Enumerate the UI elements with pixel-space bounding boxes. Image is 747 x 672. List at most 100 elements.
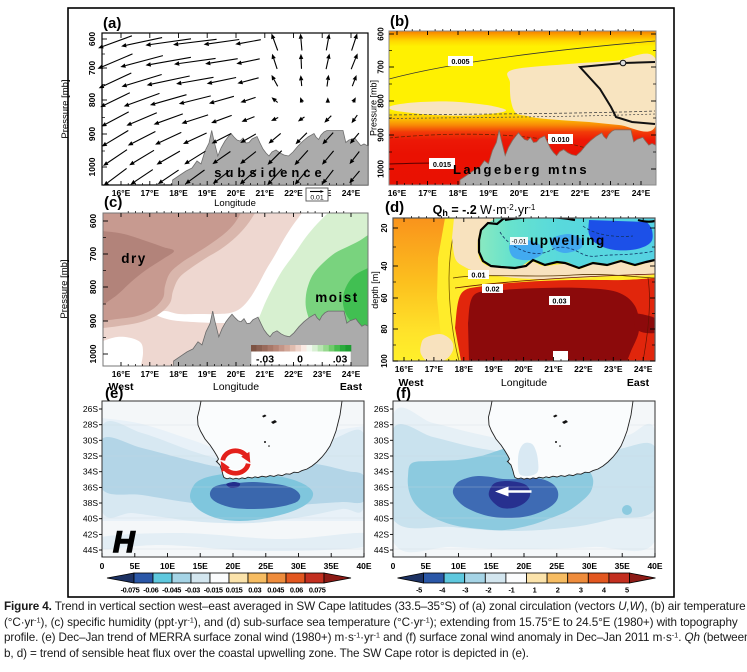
svg-text:22°E: 22°E — [571, 188, 590, 198]
svg-text:18°E: 18°E — [169, 369, 188, 379]
svg-text:25E: 25E — [549, 561, 564, 571]
svg-text:17°E: 17°E — [425, 364, 444, 374]
svg-text:16°E: 16°E — [388, 188, 407, 198]
svg-text:20E: 20E — [516, 561, 531, 571]
svg-text:0.06: 0.06 — [290, 586, 303, 595]
svg-text:0.02: 0.02 — [485, 285, 499, 294]
svg-text:18°E: 18°E — [169, 188, 188, 198]
svg-text:22°E: 22°E — [574, 364, 593, 374]
svg-text:-1: -1 — [508, 586, 514, 595]
svg-text:0.01: 0.01 — [310, 195, 323, 202]
svg-text:30E: 30E — [582, 561, 597, 571]
svg-text:42S: 42S — [83, 529, 98, 539]
svg-text:44S: 44S — [374, 545, 389, 555]
svg-text:H: H — [113, 526, 136, 559]
svg-text:1000: 1000 — [377, 160, 386, 178]
svg-text:East: East — [340, 381, 363, 393]
svg-text:900: 900 — [87, 127, 97, 141]
svg-text:700: 700 — [87, 61, 97, 75]
svg-text:Qh = -.2 W·m-2·yr-1: Qh = -.2 W·m-2·yr-1 — [433, 203, 536, 218]
svg-text:10E: 10E — [451, 561, 466, 571]
svg-text:-0.045: -0.045 — [162, 586, 181, 595]
svg-text:32S: 32S — [83, 451, 98, 461]
svg-text:.03: .03 — [333, 354, 348, 366]
svg-text:West: West — [399, 377, 424, 389]
svg-text:0.015: 0.015 — [433, 160, 451, 169]
svg-text:depth [m]: depth [m] — [370, 271, 380, 309]
svg-text:(b): (b) — [390, 13, 409, 30]
svg-text:4: 4 — [602, 586, 607, 595]
svg-text:Pressure [mb]: Pressure [mb] — [59, 259, 70, 318]
svg-text:21°E: 21°E — [256, 188, 275, 198]
svg-text:21°E: 21°E — [256, 369, 275, 379]
svg-text:1: 1 — [533, 586, 537, 595]
svg-text:800: 800 — [88, 280, 98, 294]
svg-text:35E: 35E — [615, 561, 630, 571]
svg-text:40S: 40S — [83, 514, 98, 524]
svg-text:15E: 15E — [484, 561, 499, 571]
svg-text:23°E: 23°E — [601, 188, 620, 198]
svg-text:-0.01: -0.01 — [512, 239, 527, 246]
svg-text:17°E: 17°E — [141, 188, 160, 198]
svg-text:subsidence: subsidence — [214, 165, 326, 180]
svg-text:(c): (c) — [104, 194, 122, 211]
svg-text:5E: 5E — [130, 561, 141, 571]
svg-text:0.03: 0.03 — [248, 586, 261, 595]
svg-text:0.01: 0.01 — [471, 271, 485, 280]
svg-text:upwelling: upwelling — [530, 233, 606, 248]
svg-text:2: 2 — [556, 586, 560, 595]
svg-text:19°E: 19°E — [484, 364, 503, 374]
svg-text:38S: 38S — [374, 498, 389, 508]
svg-text:23°E: 23°E — [313, 369, 332, 379]
svg-text:-0.06: -0.06 — [143, 586, 158, 595]
svg-text:17°E: 17°E — [141, 369, 160, 379]
svg-text:Langeberg mtns: Langeberg mtns — [453, 162, 589, 177]
svg-text:19°E: 19°E — [198, 369, 217, 379]
svg-text:21°E: 21°E — [540, 188, 559, 198]
svg-text:38S: 38S — [83, 498, 98, 508]
svg-text:(e): (e) — [105, 385, 123, 402]
svg-text:20°E: 20°E — [227, 369, 246, 379]
svg-text:40E: 40E — [647, 561, 662, 571]
svg-text:21°E: 21°E — [544, 364, 563, 374]
svg-text:600: 600 — [87, 32, 97, 46]
svg-text:moist: moist — [315, 290, 359, 305]
svg-text:30S: 30S — [374, 435, 389, 445]
svg-text:20°E: 20°E — [227, 188, 246, 198]
svg-text:60: 60 — [380, 293, 389, 302]
svg-text:(f): (f) — [396, 385, 411, 402]
svg-text:-.03: -.03 — [256, 354, 274, 366]
svg-text:32S: 32S — [374, 451, 389, 461]
svg-text:19°E: 19°E — [479, 188, 498, 198]
svg-text:36S: 36S — [374, 482, 389, 492]
svg-text:40: 40 — [380, 261, 389, 270]
svg-text:-5: -5 — [416, 586, 422, 595]
svg-text:23°E: 23°E — [604, 364, 623, 374]
svg-text:900: 900 — [377, 128, 386, 142]
svg-text:35E: 35E — [324, 561, 339, 571]
svg-text:18°E: 18°E — [449, 188, 468, 198]
svg-text:-3: -3 — [462, 586, 468, 595]
svg-text:-0.03: -0.03 — [185, 586, 200, 595]
svg-text:20°E: 20°E — [514, 364, 533, 374]
svg-text:600: 600 — [377, 27, 386, 41]
svg-text:0.045: 0.045 — [267, 586, 284, 595]
svg-text:1000: 1000 — [88, 344, 98, 363]
svg-text:18°E: 18°E — [455, 364, 474, 374]
svg-text:40E: 40E — [356, 561, 371, 571]
svg-text:15E: 15E — [193, 561, 208, 571]
svg-text:-4: -4 — [439, 586, 446, 595]
svg-text:26S: 26S — [374, 404, 389, 414]
svg-text:-2: -2 — [485, 586, 491, 595]
svg-text:24°E: 24°E — [634, 364, 653, 374]
svg-text:900: 900 — [88, 314, 98, 328]
svg-text:20°E: 20°E — [510, 188, 529, 198]
svg-text:19°E: 19°E — [198, 188, 217, 198]
svg-text:5E: 5E — [421, 561, 432, 571]
svg-text:34S: 34S — [83, 467, 98, 477]
svg-text:Pressure [mb]: Pressure [mb] — [60, 79, 71, 138]
svg-text:24°E: 24°E — [342, 188, 361, 198]
svg-text:0: 0 — [391, 561, 396, 571]
svg-text:36S: 36S — [83, 482, 98, 492]
svg-text:West: West — [109, 381, 134, 393]
